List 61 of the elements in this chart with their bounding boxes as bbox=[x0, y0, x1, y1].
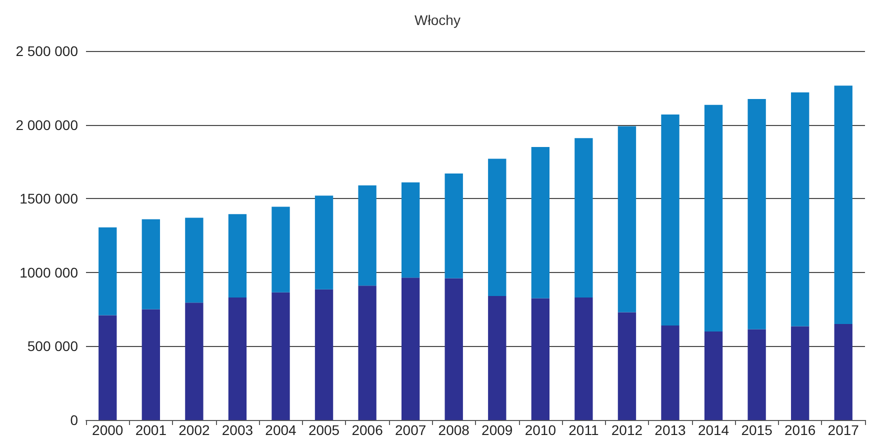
bar bbox=[185, 218, 204, 303]
x-tick-label: 2000 bbox=[92, 422, 124, 438]
bar bbox=[228, 297, 247, 420]
x-tick-label: 2006 bbox=[352, 422, 384, 438]
bar bbox=[488, 296, 506, 420]
bar bbox=[272, 292, 290, 420]
bar bbox=[790, 326, 810, 420]
x-tick-label: 2007 bbox=[395, 422, 426, 438]
bar bbox=[704, 331, 723, 420]
bar bbox=[488, 158, 506, 296]
y-tick-label: 2 000 000 bbox=[16, 116, 78, 133]
x-tick-label: 2003 bbox=[222, 422, 254, 438]
bar bbox=[748, 98, 766, 330]
x-tick-label: 2017 bbox=[828, 422, 860, 438]
bar bbox=[401, 278, 420, 420]
x-tick-label: 2009 bbox=[482, 422, 513, 438]
chart-title: Włochy bbox=[414, 12, 460, 28]
bar bbox=[574, 297, 593, 420]
y-tick-label: 1000 000 bbox=[20, 264, 78, 280]
bar bbox=[401, 182, 420, 278]
x-tick-label: 2014 bbox=[698, 422, 730, 438]
bar bbox=[358, 185, 376, 286]
bar bbox=[790, 92, 810, 326]
bar bbox=[618, 126, 636, 312]
y-tick-label: 500 000 bbox=[27, 338, 78, 354]
x-tick-label: 2005 bbox=[308, 422, 340, 438]
y-tick-label: 1500 000 bbox=[20, 190, 78, 207]
bar bbox=[834, 86, 852, 324]
x-tick-label: 2002 bbox=[178, 422, 210, 438]
bar bbox=[142, 309, 160, 420]
bar bbox=[185, 302, 204, 420]
bar bbox=[834, 324, 852, 420]
x-tick-label: 2008 bbox=[438, 422, 470, 438]
y-tick-label: 0 bbox=[70, 412, 78, 428]
bar bbox=[314, 196, 334, 290]
bar bbox=[748, 329, 766, 420]
bar bbox=[531, 146, 550, 298]
x-tick-label: 2013 bbox=[654, 422, 686, 438]
x-tick-label: 2010 bbox=[524, 422, 556, 438]
x-tick-label: 2016 bbox=[784, 422, 816, 438]
bar bbox=[272, 206, 290, 292]
bar bbox=[228, 214, 247, 298]
bar bbox=[98, 227, 117, 316]
bar bbox=[704, 104, 723, 332]
bar bbox=[618, 312, 636, 420]
bar bbox=[661, 326, 680, 420]
x-tick-label: 2004 bbox=[265, 422, 297, 438]
bar bbox=[314, 289, 334, 420]
x-tick-label: 2001 bbox=[135, 422, 167, 438]
bar bbox=[531, 298, 550, 420]
x-tick-label: 2011 bbox=[568, 422, 599, 438]
bar bbox=[574, 138, 593, 298]
bar bbox=[142, 219, 160, 310]
bar bbox=[444, 278, 463, 420]
x-tick-label: 2012 bbox=[611, 422, 643, 438]
x-tick-label: 2015 bbox=[741, 422, 773, 438]
y-tick-label: 2 500 000 bbox=[16, 43, 78, 59]
bar bbox=[98, 315, 117, 420]
bar bbox=[661, 114, 680, 326]
bar bbox=[444, 174, 463, 278]
bar bbox=[358, 286, 376, 420]
